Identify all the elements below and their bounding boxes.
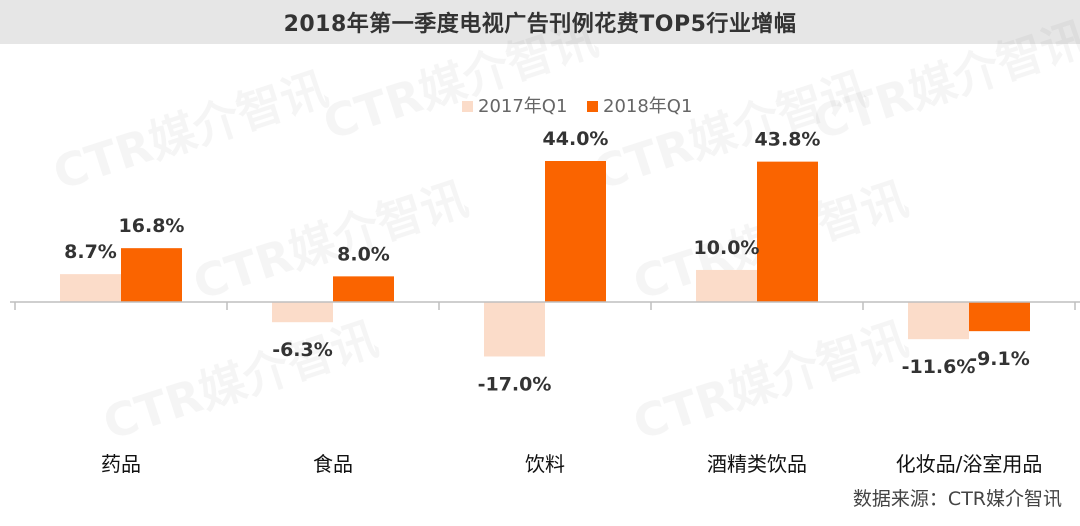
watermark-text: CTR媒介智讯 <box>47 61 334 200</box>
bar-2018-2 <box>545 161 606 302</box>
bar-2017-4 <box>908 302 969 340</box>
legend-swatch-2017 <box>462 101 473 112</box>
title-bar: 2018年第一季度电视广告刊例花费TOP5行业增幅 <box>0 0 1080 44</box>
value-label-2017-2: -17.0% <box>478 373 552 395</box>
legend-label-2018: 2018年Q1 <box>603 96 692 117</box>
source-note: 数据来源：CTR媒介智讯 <box>852 488 1062 510</box>
bar-2018-0 <box>121 248 182 302</box>
category-label-3: 酒精类饮品 <box>707 452 807 476</box>
legend-swatch-2018 <box>587 101 598 112</box>
watermark-text: CTR媒介智讯 <box>187 171 474 310</box>
bar-2018-3 <box>757 161 818 302</box>
bar-2017-1 <box>272 302 333 323</box>
value-label-2018-4: -9.1% <box>969 348 1030 370</box>
category-label-4: 化妆品/浴室用品 <box>896 452 1043 476</box>
category-labels-layer: 药品 食品 饮料 酒精类饮品 化妆品/浴室用品 <box>101 452 1042 476</box>
bar-2018-4 <box>969 302 1030 332</box>
value-label-2018-1: 8.0% <box>337 243 390 265</box>
bar-2017-2 <box>484 302 545 357</box>
value-label-2018-2: 44.0% <box>543 128 609 150</box>
chart-title: 2018年第一季度电视广告刊例花费TOP5行业增幅 <box>283 12 797 37</box>
bar-2017-0 <box>60 274 121 302</box>
value-label-2018-3: 43.8% <box>755 129 821 151</box>
axis-layer <box>10 301 1080 310</box>
category-label-2: 饮料 <box>525 452 565 476</box>
category-label-0: 药品 <box>101 452 141 476</box>
value-label-2017-4: -11.6% <box>902 356 976 378</box>
legend: 2017年Q1 2018年Q1 <box>462 96 692 117</box>
watermark-text: CTR媒介智讯 <box>627 311 914 450</box>
bar-2017-3 <box>696 269 757 302</box>
value-label-2018-0: 16.8% <box>119 215 185 237</box>
watermark-text: CTR媒介智讯 <box>97 311 384 450</box>
value-labels-layer: 8.7%16.8% -6.3% 8.0% -17.0% 44.0% 10.0% 43.8% -… <box>64 128 1030 395</box>
bar-2018-1 <box>333 276 394 302</box>
value-label-2017-0: 8.7% <box>64 241 117 263</box>
bars-layer <box>60 161 1030 357</box>
category-label-1: 食品 <box>313 452 353 476</box>
value-label-2017-1: -6.3% <box>272 339 333 361</box>
value-label-2017-3: 10.0% <box>694 237 760 259</box>
legend-label-2017: 2017年Q1 <box>478 96 567 117</box>
